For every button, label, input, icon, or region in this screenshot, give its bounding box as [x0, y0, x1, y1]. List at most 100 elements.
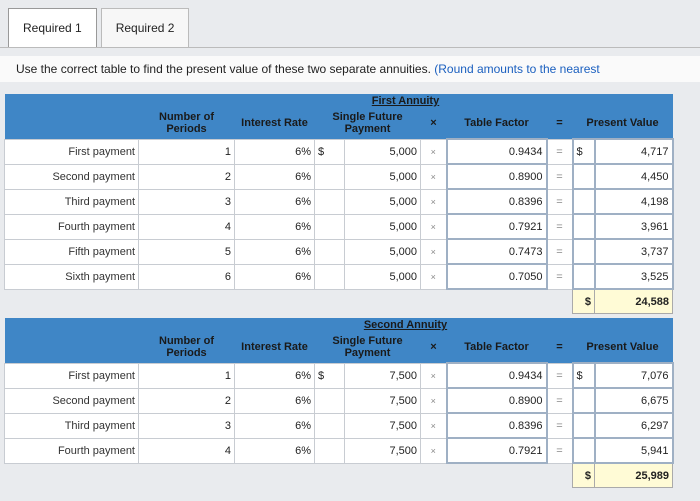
payment-row: Second payment 2 6% 5,000 × 0.8900 = 4,450 — [4, 163, 674, 190]
payment-label: Second payment — [4, 163, 139, 190]
equals-sign: = — [546, 163, 573, 190]
times-sign: × — [420, 263, 447, 290]
total-blank — [4, 463, 573, 488]
header-equals: = — [546, 108, 573, 139]
table-factor-input[interactable]: 0.8900 — [445, 387, 548, 414]
times-sign: × — [420, 387, 447, 414]
header-table-factor: Table Factor — [446, 108, 547, 139]
payment-row: Fourth payment 4 6% 7,500 × 0.7921 = 5,941 — [4, 437, 674, 464]
header-single-future-payment: Single Future Payment — [314, 332, 421, 363]
header-row: Number of Periods Interest Rate Single Fut… — [4, 332, 673, 363]
present-value-dollar: $ — [571, 362, 596, 389]
present-value-dollar — [571, 238, 596, 265]
total-present-value: 25,989 — [594, 462, 673, 488]
present-value-input[interactable]: 7,076 — [593, 362, 674, 389]
total-row: $25,989 — [4, 462, 673, 488]
equals-sign: = — [546, 138, 573, 165]
table-factor-input[interactable]: 0.8396 — [445, 188, 548, 215]
table-factor-input[interactable]: 0.7921 — [445, 213, 548, 240]
instruction-rounding: (Round amounts to the nearest — [434, 62, 600, 76]
present-value-input[interactable]: 6,675 — [593, 387, 674, 414]
header-row: Number of Periods Interest Rate Single Fut… — [4, 108, 673, 139]
present-value-dollar — [571, 163, 596, 190]
tab-required-1[interactable]: Required 1 — [8, 8, 97, 47]
header-periods: Number of Periods — [138, 108, 235, 139]
annuity-title-row: First Annuity — [4, 94, 673, 108]
period-number: 2 — [138, 163, 235, 190]
present-value-input[interactable]: 6,297 — [593, 412, 674, 439]
times-sign: × — [420, 362, 447, 389]
first-annuity-table: First Annuity Number of Periods Interest R… — [4, 94, 674, 314]
interest-rate: 6% — [234, 238, 315, 265]
table-factor-input[interactable]: 0.9434 — [445, 138, 548, 165]
equals-sign: = — [546, 238, 573, 265]
present-value-input[interactable]: 3,737 — [593, 238, 674, 265]
payment-amount: 7,500 — [344, 437, 421, 464]
total-row: $24,588 — [4, 288, 673, 314]
payment-row: Sixth payment 6 6% 5,000 × 0.7050 = 3,525 — [4, 263, 674, 290]
interest-rate: 6% — [234, 138, 315, 165]
payment-amount: 5,000 — [344, 138, 421, 165]
interest-rate: 6% — [234, 362, 315, 389]
times-sign: × — [420, 437, 447, 464]
period-number: 4 — [138, 213, 235, 240]
blank-cell — [4, 318, 139, 332]
equals-sign: = — [546, 437, 573, 464]
dollar-sign — [314, 263, 345, 290]
table-factor-input[interactable]: 0.7921 — [445, 437, 548, 464]
table-factor-input[interactable]: 0.8396 — [445, 412, 548, 439]
dollar-sign — [314, 213, 345, 240]
payment-label: Fourth payment — [4, 213, 139, 240]
present-value-input[interactable]: 4,717 — [593, 138, 674, 165]
payment-row: Fourth payment 4 6% 5,000 × 0.7921 = 3,961 — [4, 213, 674, 240]
payment-amount: 7,500 — [344, 387, 421, 414]
payment-amount: 5,000 — [344, 238, 421, 265]
present-value-dollar — [571, 213, 596, 240]
payment-label: Fourth payment — [4, 437, 139, 464]
payment-label: Third payment — [4, 188, 139, 215]
dollar-sign — [314, 387, 345, 414]
present-value-input[interactable]: 4,450 — [593, 163, 674, 190]
instruction-main: Use the correct table to find the presen… — [16, 62, 431, 76]
dollar-sign — [314, 238, 345, 265]
payment-amount: 7,500 — [344, 362, 421, 389]
period-number: 1 — [138, 138, 235, 165]
payment-label: Sixth payment — [4, 263, 139, 290]
present-value-input[interactable]: 4,198 — [593, 188, 674, 215]
header-table-factor: Table Factor — [446, 332, 547, 363]
total-dollar: $ — [572, 462, 595, 488]
times-sign: × — [420, 163, 447, 190]
payment-row: Third payment 3 6% 5,000 × 0.8396 = 4,198 — [4, 188, 674, 215]
period-number: 5 — [138, 238, 235, 265]
times-sign: × — [420, 138, 447, 165]
interest-rate: 6% — [234, 387, 315, 414]
header-present-value: Present Value — [572, 108, 673, 139]
present-value-input[interactable]: 3,961 — [593, 213, 674, 240]
payment-label: First payment — [4, 138, 139, 165]
header-interest-rate: Interest Rate — [234, 332, 315, 363]
equals-sign: = — [546, 387, 573, 414]
header-blank — [4, 108, 139, 139]
payment-row: First payment 1 6% $7,500 × 0.9434 = $7,076 — [4, 362, 674, 389]
present-value-dollar — [571, 263, 596, 290]
times-sign: × — [420, 188, 447, 215]
header-present-value: Present Value — [572, 332, 673, 363]
annuity-title: First Annuity — [138, 94, 673, 108]
payment-amount: 5,000 — [344, 188, 421, 215]
total-blank — [4, 289, 573, 314]
table-factor-input[interactable]: 0.9434 — [445, 362, 548, 389]
table-factor-input[interactable]: 0.7050 — [445, 263, 548, 290]
present-value-input[interactable]: 5,941 — [593, 437, 674, 464]
header-times: × — [420, 332, 447, 363]
table-factor-input[interactable]: 0.7473 — [445, 238, 548, 265]
table-factor-input[interactable]: 0.8900 — [445, 163, 548, 190]
payment-amount: 5,000 — [344, 263, 421, 290]
interest-rate: 6% — [234, 188, 315, 215]
payment-amount: 7,500 — [344, 412, 421, 439]
payment-label: Second payment — [4, 387, 139, 414]
dollar-sign: $ — [314, 138, 345, 165]
header-times: × — [420, 108, 447, 139]
dollar-sign — [314, 188, 345, 215]
present-value-input[interactable]: 3,525 — [593, 263, 674, 290]
tab-required-2[interactable]: Required 2 — [100, 8, 190, 47]
